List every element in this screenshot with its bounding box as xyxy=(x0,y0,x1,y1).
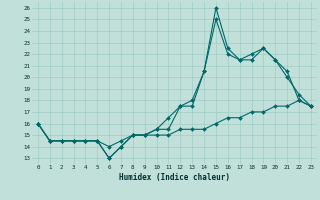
X-axis label: Humidex (Indice chaleur): Humidex (Indice chaleur) xyxy=(119,173,230,182)
